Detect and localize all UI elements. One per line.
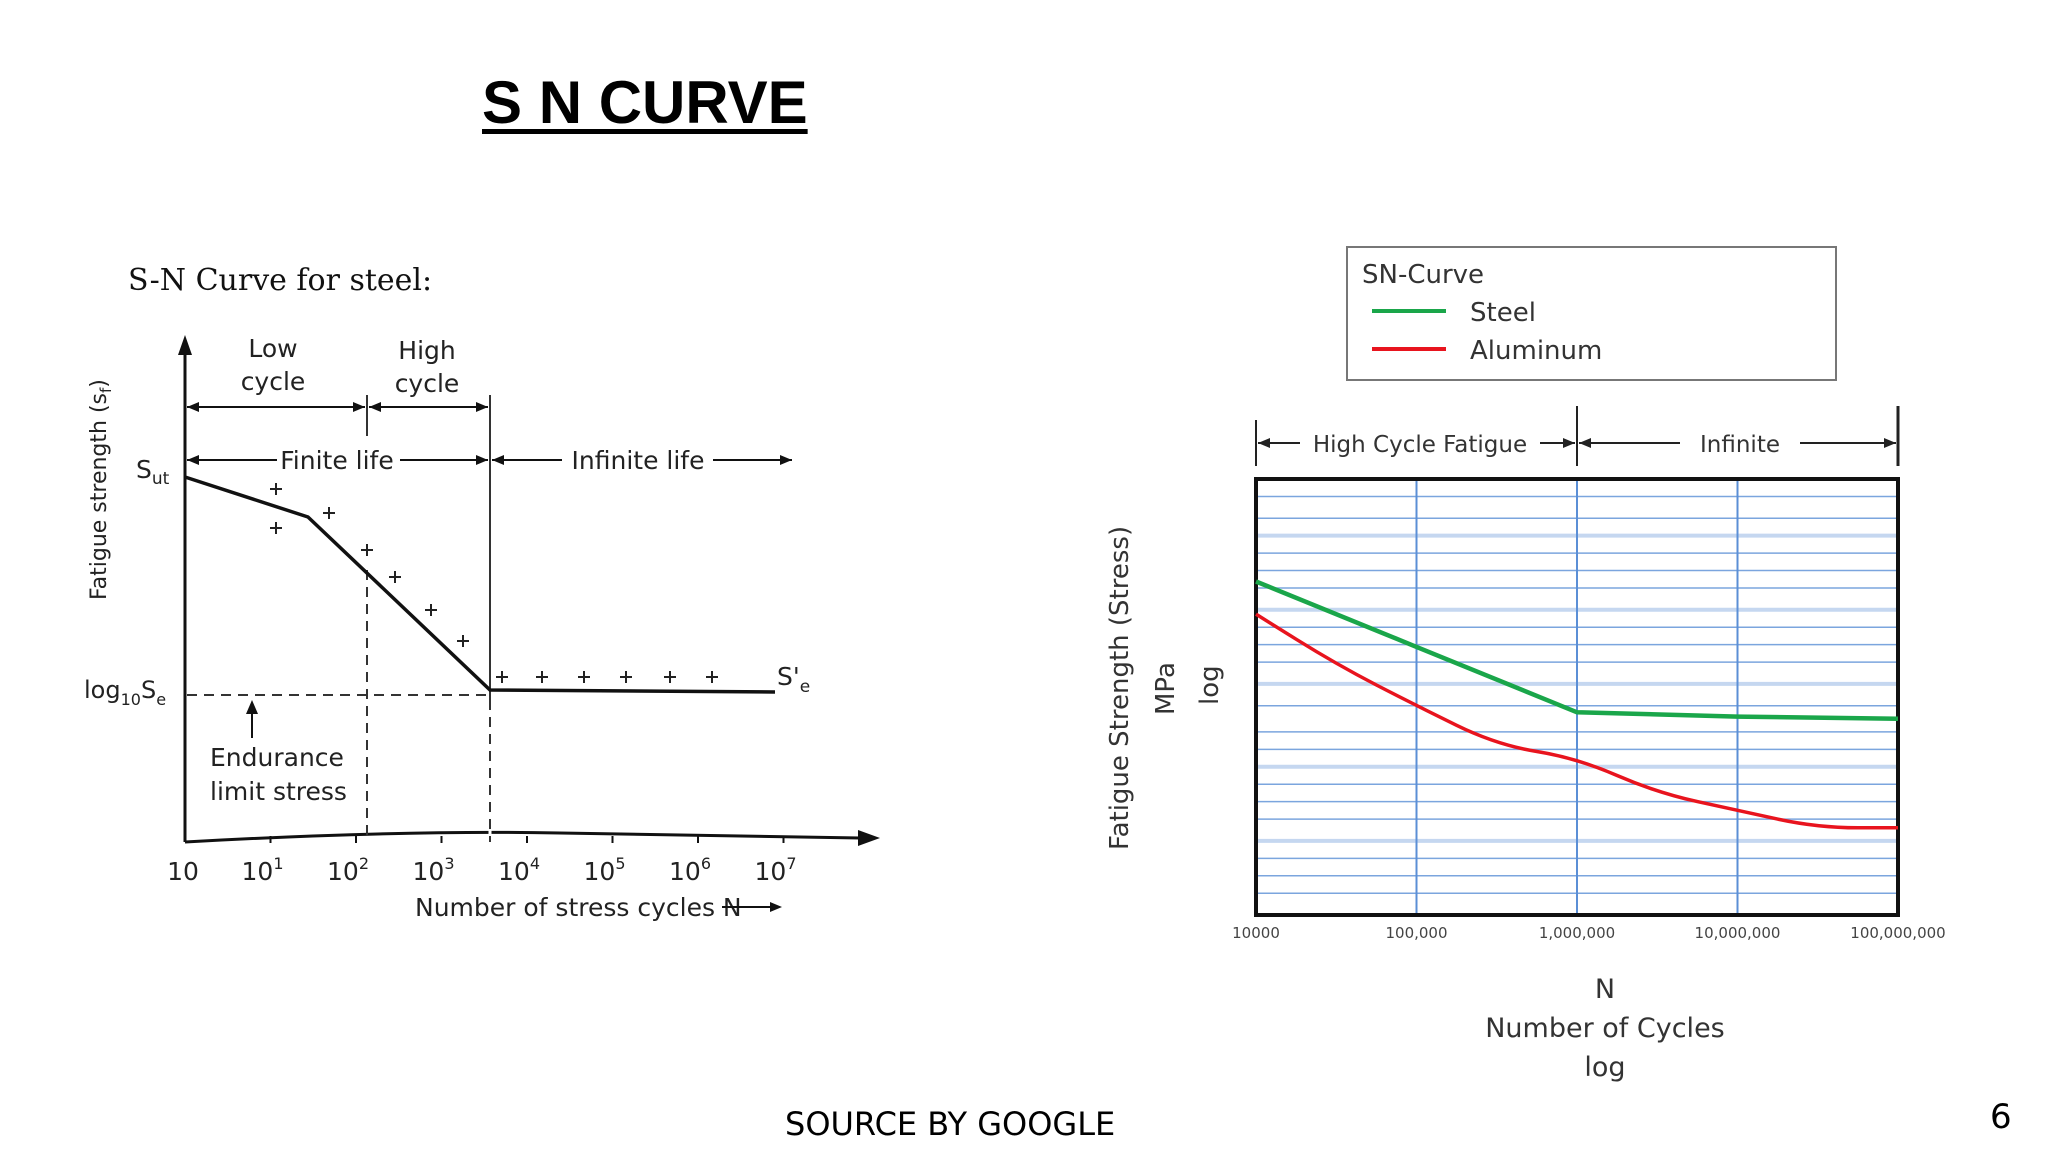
left-chart-title: S-N Curve for steel:: [128, 263, 432, 298]
left-x-tick-label: 103: [413, 854, 455, 886]
right-series-lines: [1254, 579, 1899, 830]
right-x-tick-label: 1,000,000: [1539, 924, 1615, 942]
left-test-point: [323, 507, 335, 519]
hcf-head-left: [1258, 438, 1270, 448]
infinite-life-head-left: [492, 455, 504, 465]
right-x-tick-label: 100,000,000: [1850, 924, 1945, 942]
se-prime-label: S'e: [777, 662, 810, 697]
low-cycle-arrow-head-left: [187, 402, 199, 412]
left-sn-curve-line: [184, 475, 776, 694]
footer-source: SOURCE BY GOOGLE: [785, 1105, 1116, 1143]
left-y-axis-arrow: [178, 335, 192, 355]
left-x-tick-label: 105: [584, 854, 626, 886]
left-test-point: [706, 671, 718, 683]
endurance-label-2: limit stress: [210, 777, 347, 806]
hcf-head-right: [1563, 438, 1575, 448]
left-x-tick-label: 104: [498, 854, 540, 886]
legend-box: [1346, 246, 1837, 381]
finite-life-label: Finite life: [280, 446, 394, 475]
left-test-points: [270, 483, 718, 683]
log-se-label: log10Se: [84, 676, 166, 709]
right-y-label-3: log: [1195, 665, 1225, 705]
left-test-point: [270, 483, 282, 495]
left-x-tick-label: 10: [167, 857, 199, 886]
left-y-axis-label: Fatigue strength (sf): [87, 379, 115, 600]
page-number: 6: [1990, 1097, 2012, 1137]
left-x-tick-label: 101: [242, 854, 284, 886]
infinite-label: Infinite: [1700, 432, 1780, 458]
left-x-label-arrow-head: [770, 902, 782, 912]
right-x-tick-label: 100,000: [1385, 924, 1447, 942]
left-test-point: [389, 571, 401, 583]
right-plot-frame: [1254, 477, 1900, 917]
inf-head-left: [1579, 438, 1591, 448]
left-x-axis: [184, 830, 861, 844]
right-x-tick-labels: 10000 100,000 1,000,000 10,000,000 100,000,0…: [1232, 924, 1946, 942]
left-test-point: [578, 671, 590, 683]
infinite-life-label: Infinite life: [572, 446, 705, 475]
inf-head-right: [1884, 438, 1896, 448]
high-cycle-label-2: cycle: [395, 369, 460, 398]
finite-life-head-right: [476, 455, 488, 465]
high-cycle-arrow-head-right: [476, 402, 488, 412]
left-x-axis-label: Number of stress cycles N: [415, 893, 742, 922]
left-sn-curve: [184, 475, 776, 694]
low-cycle-label-1: Low: [248, 334, 297, 363]
low-cycle-label-2: cycle: [241, 367, 306, 396]
endurance-arrow-head: [246, 700, 258, 714]
aluminum-line: [1254, 612, 1898, 830]
left-test-point: [496, 671, 508, 683]
right-x-label-2: Number of Cycles: [1485, 1013, 1725, 1044]
left-test-point: [536, 671, 548, 683]
infinite-life-head-right: [780, 455, 792, 465]
high-cycle-label-1: High: [398, 336, 455, 365]
right-x-label-3: log: [1584, 1052, 1625, 1083]
left-test-point: [620, 671, 632, 683]
left-test-point: [270, 522, 282, 534]
right-grid: [1255, 479, 1899, 915]
legend-title: SN-Curve: [1362, 260, 1484, 290]
left-x-tick-label: 102: [327, 854, 369, 886]
legend-aluminum-label: Aluminum: [1470, 336, 1602, 366]
finite-life-head-left: [187, 455, 199, 465]
left-test-point: [457, 635, 469, 647]
left-test-point: [664, 671, 676, 683]
legend-steel-label: Steel: [1470, 298, 1536, 328]
legend: SN-Curve Steel Aluminum: [1346, 246, 1837, 381]
high-cycle-arrow-head-left: [369, 402, 381, 412]
right-x-tick-label: 10,000,000: [1695, 924, 1781, 942]
steel-line: [1255, 579, 1899, 722]
endurance-label-1: Endurance: [210, 743, 344, 772]
hcf-label: High Cycle Fatigue: [1313, 432, 1527, 458]
left-x-tick-labels: 10 101 102 103 104 105 106 107: [167, 836, 797, 886]
sut-label: Sut: [136, 455, 170, 489]
left-x-tick-label: 106: [669, 854, 711, 886]
slide-title: S N CURVE: [482, 69, 808, 136]
left-x-axis-arrow: [858, 830, 880, 846]
low-cycle-arrow-head-right: [353, 402, 365, 412]
right-x-tick-label: 10000: [1232, 924, 1280, 942]
left-test-point: [425, 604, 437, 616]
left-x-tick-label: 107: [755, 854, 797, 886]
right-y-label-1: Fatigue Strength (Stress): [1105, 526, 1135, 850]
left-test-point: [361, 544, 373, 556]
right-x-label-1: N: [1595, 974, 1615, 1005]
right-y-label-2: MPa: [1151, 662, 1181, 715]
